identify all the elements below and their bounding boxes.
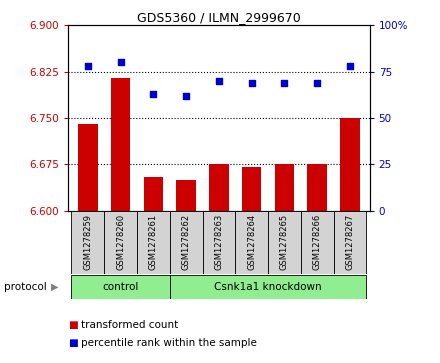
Bar (209, 164, 229, 211)
Point (281, 80, 288, 86)
Bar (275, 164, 294, 211)
Text: ■: ■ (68, 320, 78, 330)
Bar (71, 211, 104, 274)
Text: GSM1278265: GSM1278265 (280, 214, 289, 270)
Bar (334, 211, 367, 274)
Text: ■: ■ (68, 338, 78, 348)
Text: control: control (103, 282, 139, 292)
Text: protocol: protocol (4, 282, 47, 292)
Point (346, 63, 353, 69)
Text: percentile rank within the sample: percentile rank within the sample (81, 338, 257, 348)
Text: transformed count: transformed count (81, 320, 179, 330)
Text: Csnk1a1 knockdown: Csnk1a1 knockdown (214, 282, 322, 292)
Text: GSM1278266: GSM1278266 (313, 214, 322, 270)
Point (314, 80, 321, 86)
Point (150, 91, 157, 97)
Text: GSM1278259: GSM1278259 (83, 214, 92, 270)
Bar (137, 211, 170, 274)
Text: GSM1278260: GSM1278260 (116, 214, 125, 270)
Bar (308, 164, 327, 211)
Bar (104, 211, 137, 274)
Point (248, 80, 255, 86)
Text: GSM1278261: GSM1278261 (149, 214, 158, 270)
Text: GSM1278267: GSM1278267 (345, 214, 355, 270)
Text: GSM1278262: GSM1278262 (182, 214, 191, 270)
Bar (268, 211, 301, 274)
Bar (242, 167, 261, 211)
Point (183, 93, 190, 99)
Bar (71, 275, 170, 299)
Text: GSM1278264: GSM1278264 (247, 214, 256, 270)
Bar (111, 78, 130, 211)
Bar (301, 211, 334, 274)
Bar (176, 180, 196, 211)
Bar (202, 211, 235, 274)
Bar (235, 211, 268, 274)
Title: GDS5360 / ILMN_2999670: GDS5360 / ILMN_2999670 (137, 11, 301, 24)
Bar (78, 124, 98, 211)
Text: GSM1278263: GSM1278263 (214, 214, 224, 270)
Bar (143, 176, 163, 211)
Text: ▶: ▶ (51, 282, 58, 292)
Point (117, 60, 124, 65)
Point (84, 63, 92, 69)
Bar (170, 275, 367, 299)
Point (216, 78, 223, 84)
Bar (340, 118, 360, 211)
Bar (170, 211, 202, 274)
